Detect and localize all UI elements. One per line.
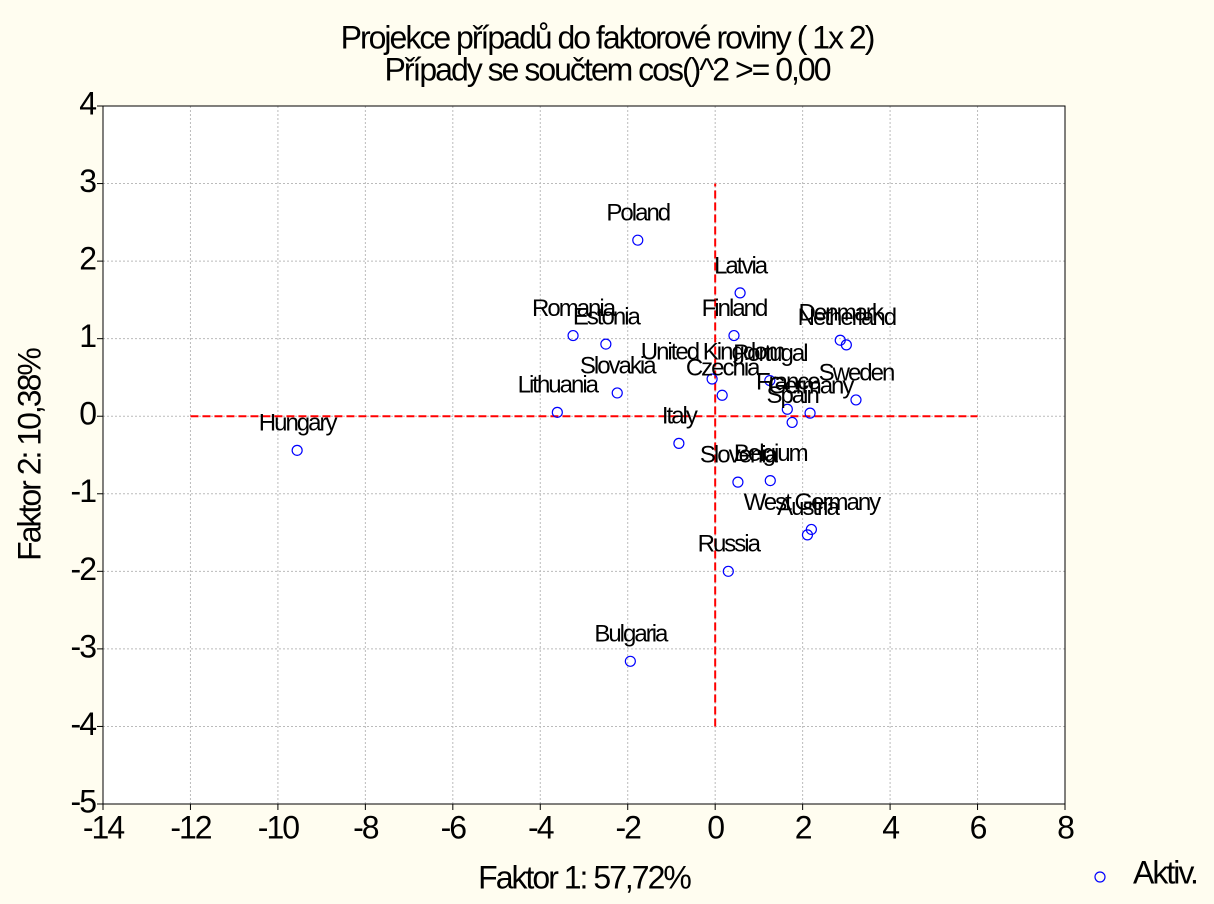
point [673,437,685,449]
x-tick-label: 2 [795,809,812,845]
point [732,476,744,488]
x-tick-label: 4 [882,809,899,845]
y-tick-label: -1 [71,473,97,509]
y-tick-label: -3 [71,628,97,664]
point [706,373,718,385]
point-label: France [756,369,820,396]
plot-frame [102,105,1066,805]
point-label: Russia [698,531,762,558]
y-tick-label: -2 [71,551,97,587]
chart-subtitle: Případy se součtem cos()^2 >= 0,00 [384,51,830,87]
point-label: Austria [777,494,840,521]
point-label: Romania [532,295,617,322]
point-label: Spain [766,382,818,409]
point-label: West Germany [744,489,882,516]
point [716,389,728,401]
point-label: Poland [606,200,669,227]
point [291,444,303,456]
point-label: United Kingdom [641,338,785,365]
point [551,406,563,418]
point-label: Finland [702,295,767,322]
point-label: Italy [662,403,698,430]
point-label: Portugal [733,340,807,367]
y-tick-label: 0 [79,396,96,432]
y-axis-label: Faktor 2: 10,38% [11,348,47,561]
point [764,474,776,487]
point [611,387,623,399]
y-tick-label: -5 [71,783,97,819]
point-label: Sweden [819,359,894,386]
x-tick-label: -12 [170,809,211,845]
point-label: Slovakia [580,352,657,379]
point [624,655,636,667]
point [600,338,612,350]
point [722,565,734,577]
x-tick-label: -6 [441,809,467,845]
point [728,329,740,342]
x-tick-label: -10 [258,809,299,845]
point-label: Netherland [798,304,896,331]
point [567,329,579,342]
y-tick-label: 3 [79,163,96,199]
x-tick-label: -4 [528,809,554,845]
y-tick-label: 4 [79,85,96,121]
point-label: Hungary [259,410,338,437]
y-tick-label: 2 [79,241,96,277]
plot-area [103,106,1065,804]
point-label: Belgium [734,440,808,467]
point-label: Germany [768,372,855,399]
chart-title: Projekce případů do faktorové roviny ( 1… [341,19,874,55]
point [804,407,816,419]
point-label: Bulgaria [594,621,669,648]
point [781,403,793,415]
point-label: Czechia [686,355,761,382]
legend-label: Aktiv. [1133,854,1197,890]
x-tick-label: 8 [1057,809,1074,845]
point [632,234,644,246]
x-tick-label: -2 [616,809,642,845]
point [801,529,814,541]
point-label: Estonia [573,303,642,330]
x-tick-label: 6 [970,809,987,845]
point [840,339,852,351]
point [764,374,776,387]
point-label: Denmark [799,300,885,327]
y-tick-label: -4 [71,706,97,742]
point [850,394,862,406]
point [786,416,798,429]
legend-marker [1094,871,1106,883]
point [734,287,746,299]
x-tick-label: -14 [83,809,124,845]
x-tick-label: -8 [353,809,379,845]
point-label: Slovenia [700,441,779,468]
x-axis-label: Faktor 1: 57,72% [478,859,691,895]
x-tick-label: 0 [707,809,724,845]
point-label: Latvia [714,252,769,279]
y-tick-label: 1 [79,318,96,354]
point-label: Lithuania [518,372,600,399]
